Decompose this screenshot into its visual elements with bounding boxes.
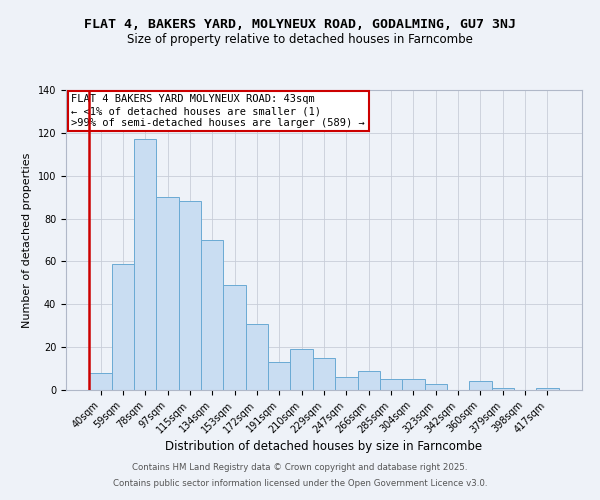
Bar: [358, 370, 380, 390]
Bar: [112, 264, 134, 390]
Bar: [536, 388, 559, 390]
Y-axis label: Number of detached properties: Number of detached properties: [22, 152, 32, 328]
Bar: [335, 377, 358, 390]
Bar: [491, 388, 514, 390]
Bar: [469, 382, 491, 390]
Bar: [402, 380, 425, 390]
Bar: [380, 380, 402, 390]
Bar: [313, 358, 335, 390]
Bar: [201, 240, 223, 390]
Text: FLAT 4 BAKERS YARD MOLYNEUX ROAD: 43sqm
← <1% of detached houses are smaller (1): FLAT 4 BAKERS YARD MOLYNEUX ROAD: 43sqm …: [71, 94, 365, 128]
Bar: [157, 197, 179, 390]
Bar: [290, 350, 313, 390]
Bar: [89, 373, 112, 390]
Bar: [268, 362, 290, 390]
Text: Contains HM Land Registry data © Crown copyright and database right 2025.: Contains HM Land Registry data © Crown c…: [132, 464, 468, 472]
Bar: [134, 140, 157, 390]
Bar: [246, 324, 268, 390]
Bar: [179, 202, 201, 390]
Text: Contains public sector information licensed under the Open Government Licence v3: Contains public sector information licen…: [113, 478, 487, 488]
X-axis label: Distribution of detached houses by size in Farncombe: Distribution of detached houses by size …: [166, 440, 482, 453]
Bar: [425, 384, 447, 390]
Bar: [223, 285, 246, 390]
Text: Size of property relative to detached houses in Farncombe: Size of property relative to detached ho…: [127, 32, 473, 46]
Text: FLAT 4, BAKERS YARD, MOLYNEUX ROAD, GODALMING, GU7 3NJ: FLAT 4, BAKERS YARD, MOLYNEUX ROAD, GODA…: [84, 18, 516, 30]
